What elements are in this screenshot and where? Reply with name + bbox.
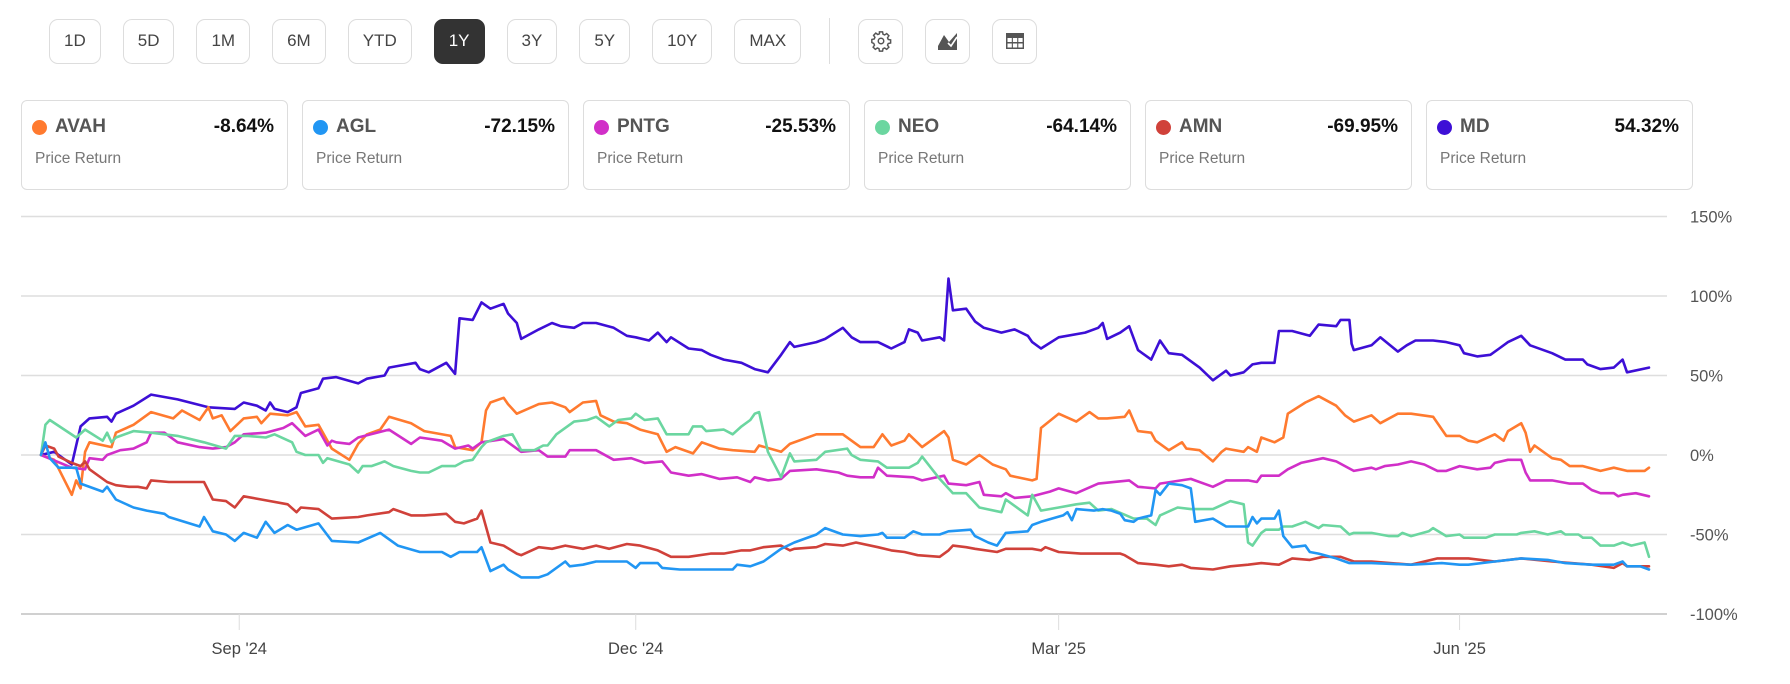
ticker-symbol: NEO [898, 116, 940, 137]
series-color-dot [1437, 120, 1452, 135]
x-tick-label: Jun '25 [1433, 640, 1486, 658]
area-chart-icon [937, 33, 958, 50]
range-5d-button[interactable]: 5D [122, 18, 175, 64]
toolbar: 1D 5D 1M 6M YTD 1Y 3Y 5Y 10Y MAX [49, 18, 1038, 64]
metric-label: Price Return [316, 150, 403, 167]
return-value: -72.15% [484, 116, 555, 137]
range-max-button[interactable]: MAX [734, 18, 802, 64]
ticker-symbol: AVAH [55, 116, 107, 137]
x-axis: Sep '24 Dec '24 Mar '25 Jun '25 [212, 614, 1486, 658]
y-tick-label: 0% [1690, 447, 1714, 465]
y-axis: 150% 100% 50% 0% -50% -100% [1690, 209, 1738, 625]
x-tick-label: Dec '24 [608, 640, 663, 658]
metric-label: Price Return [1159, 150, 1246, 167]
metric-label: Price Return [35, 150, 122, 167]
range-5y-button[interactable]: 5Y [579, 18, 631, 64]
series-line-md [39, 277, 1651, 466]
series-line-avah [39, 394, 1651, 497]
return-value: -69.95% [1327, 116, 1398, 137]
x-tick-label: Mar '25 [1031, 640, 1086, 658]
series-line-pntg [39, 421, 1651, 500]
ticker-card-md[interactable]: MD 54.32% Price Return [1426, 100, 1693, 190]
x-tick-label: Sep '24 [212, 640, 267, 658]
range-1d-button[interactable]: 1D [49, 18, 101, 64]
range-10y-button[interactable]: 10Y [652, 18, 713, 64]
chart-type-button[interactable] [925, 18, 971, 64]
ticker-symbol: PNTG [617, 116, 670, 137]
gridlines [21, 215, 1667, 615]
y-tick-label: -50% [1690, 527, 1729, 545]
series-color-dot [32, 120, 47, 135]
series-color-dot [594, 120, 609, 135]
table-view-button[interactable] [992, 18, 1038, 64]
y-tick-label: -100% [1690, 606, 1738, 624]
series-color-dot [875, 120, 890, 135]
return-value: -64.14% [1046, 116, 1117, 137]
series-line-neo [39, 410, 1651, 559]
range-6m-button[interactable]: 6M [272, 18, 326, 64]
return-value: -25.53% [765, 116, 836, 137]
toolbar-divider [829, 18, 831, 64]
metric-label: Price Return [1440, 150, 1527, 167]
ticker-cards: AVAH -8.64% Price Return AGL -72.15% Pri… [21, 100, 1693, 190]
ticker-card-neo[interactable]: NEO -64.14% Price Return [864, 100, 1131, 190]
ticker-card-avah[interactable]: AVAH -8.64% Price Return [21, 100, 288, 190]
y-tick-label: 150% [1690, 209, 1733, 227]
table-icon [1005, 33, 1024, 49]
range-ytd-button[interactable]: YTD [347, 18, 412, 64]
ticker-symbol: AMN [1179, 116, 1223, 137]
metric-label: Price Return [597, 150, 684, 167]
return-value: -8.64% [213, 116, 274, 137]
metric-label: Price Return [878, 150, 965, 167]
series-lines [39, 277, 1651, 579]
series-color-dot [313, 120, 328, 135]
series-color-dot [1156, 120, 1171, 135]
series-line-amn [39, 444, 1651, 571]
series-line-agl [39, 441, 1651, 579]
ticker-card-amn[interactable]: AMN -69.95% Price Return [1145, 100, 1412, 190]
range-3y-button[interactable]: 3Y [506, 18, 558, 64]
y-tick-label: 50% [1690, 368, 1723, 386]
ticker-card-pntg[interactable]: PNTG -25.53% Price Return [583, 100, 850, 190]
settings-button[interactable] [858, 18, 904, 64]
y-tick-label: 100% [1690, 288, 1733, 306]
ticker-symbol: AGL [336, 116, 377, 137]
range-1y-button[interactable]: 1Y [433, 18, 485, 64]
range-1m-button[interactable]: 1M [196, 18, 251, 64]
return-value: 54.32% [1614, 116, 1679, 137]
ticker-symbol: MD [1460, 116, 1490, 137]
ticker-card-agl[interactable]: AGL -72.15% Price Return [302, 100, 569, 190]
gear-icon [870, 31, 892, 52]
